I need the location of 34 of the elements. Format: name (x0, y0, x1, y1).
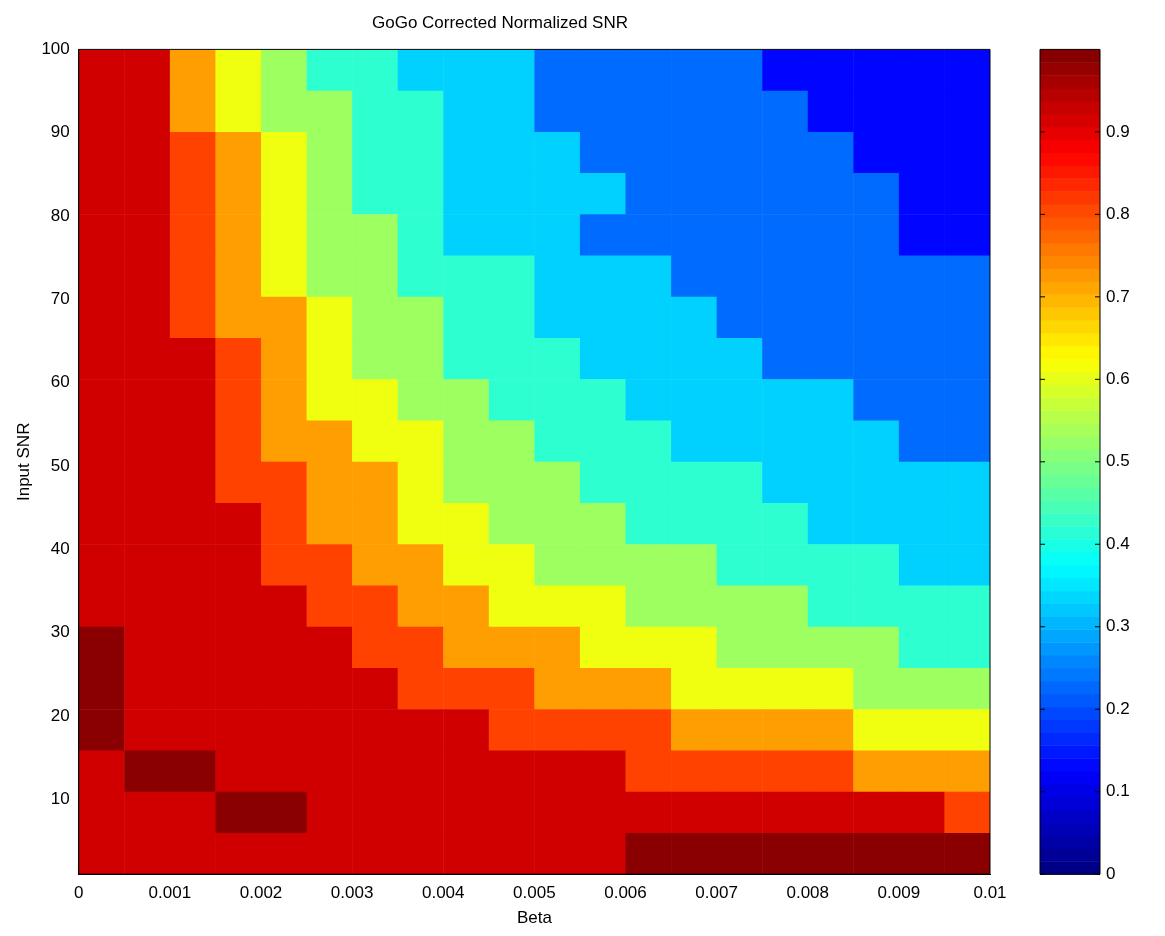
color-bar-label: 0.3 (1106, 616, 1130, 636)
x-tick-label: 0.008 (786, 883, 830, 903)
color-bar-label: 0.6 (1106, 369, 1130, 389)
x-tick-label: 0.01 (973, 883, 1007, 903)
y-tick-label: 90 (50, 122, 70, 142)
color-bar-label: 0.1 (1106, 781, 1130, 801)
y-tick-label: 30 (50, 622, 70, 642)
y-tick-label: 100 (41, 39, 70, 59)
y-axis-title: Input SNR (13, 422, 33, 502)
color-bar-label: 0.4 (1106, 533, 1130, 553)
x-tick-label: 0.007 (695, 883, 738, 903)
y-tick-label: 20 (50, 705, 70, 725)
y-tick-label: 50 (50, 455, 70, 475)
color-bar-label: 0.8 (1106, 204, 1130, 224)
x-tick-label: 0.005 (513, 883, 556, 903)
y-tick-label: 10 (50, 788, 70, 808)
x-tick-label: 0.004 (421, 883, 465, 903)
x-tick-label: 0.003 (330, 883, 374, 903)
color-bar-label: 0.2 (1106, 698, 1130, 718)
x-tick-label: 0.002 (239, 883, 283, 903)
x-tick-label: 0 (74, 883, 84, 903)
color-bar-label: 0.7 (1106, 286, 1130, 306)
color-bar-label: 0.5 (1106, 451, 1130, 471)
color-bar-label: 0 (1106, 863, 1116, 883)
x-tick-label: 0.001 (148, 883, 192, 903)
y-tick-label: 70 (50, 289, 70, 309)
color-bar-label: 0.9 (1106, 121, 1130, 141)
x-tick-label: 0.006 (604, 883, 647, 903)
x-tick-label: 0.009 (877, 883, 921, 903)
y-tick-label: 60 (50, 372, 70, 392)
chart-title: GoGo Corrected Normalized SNR (371, 12, 629, 32)
x-axis-title: Beta (516, 908, 553, 928)
y-tick-label: 80 (50, 205, 70, 225)
y-tick-label: 40 (50, 538, 70, 558)
